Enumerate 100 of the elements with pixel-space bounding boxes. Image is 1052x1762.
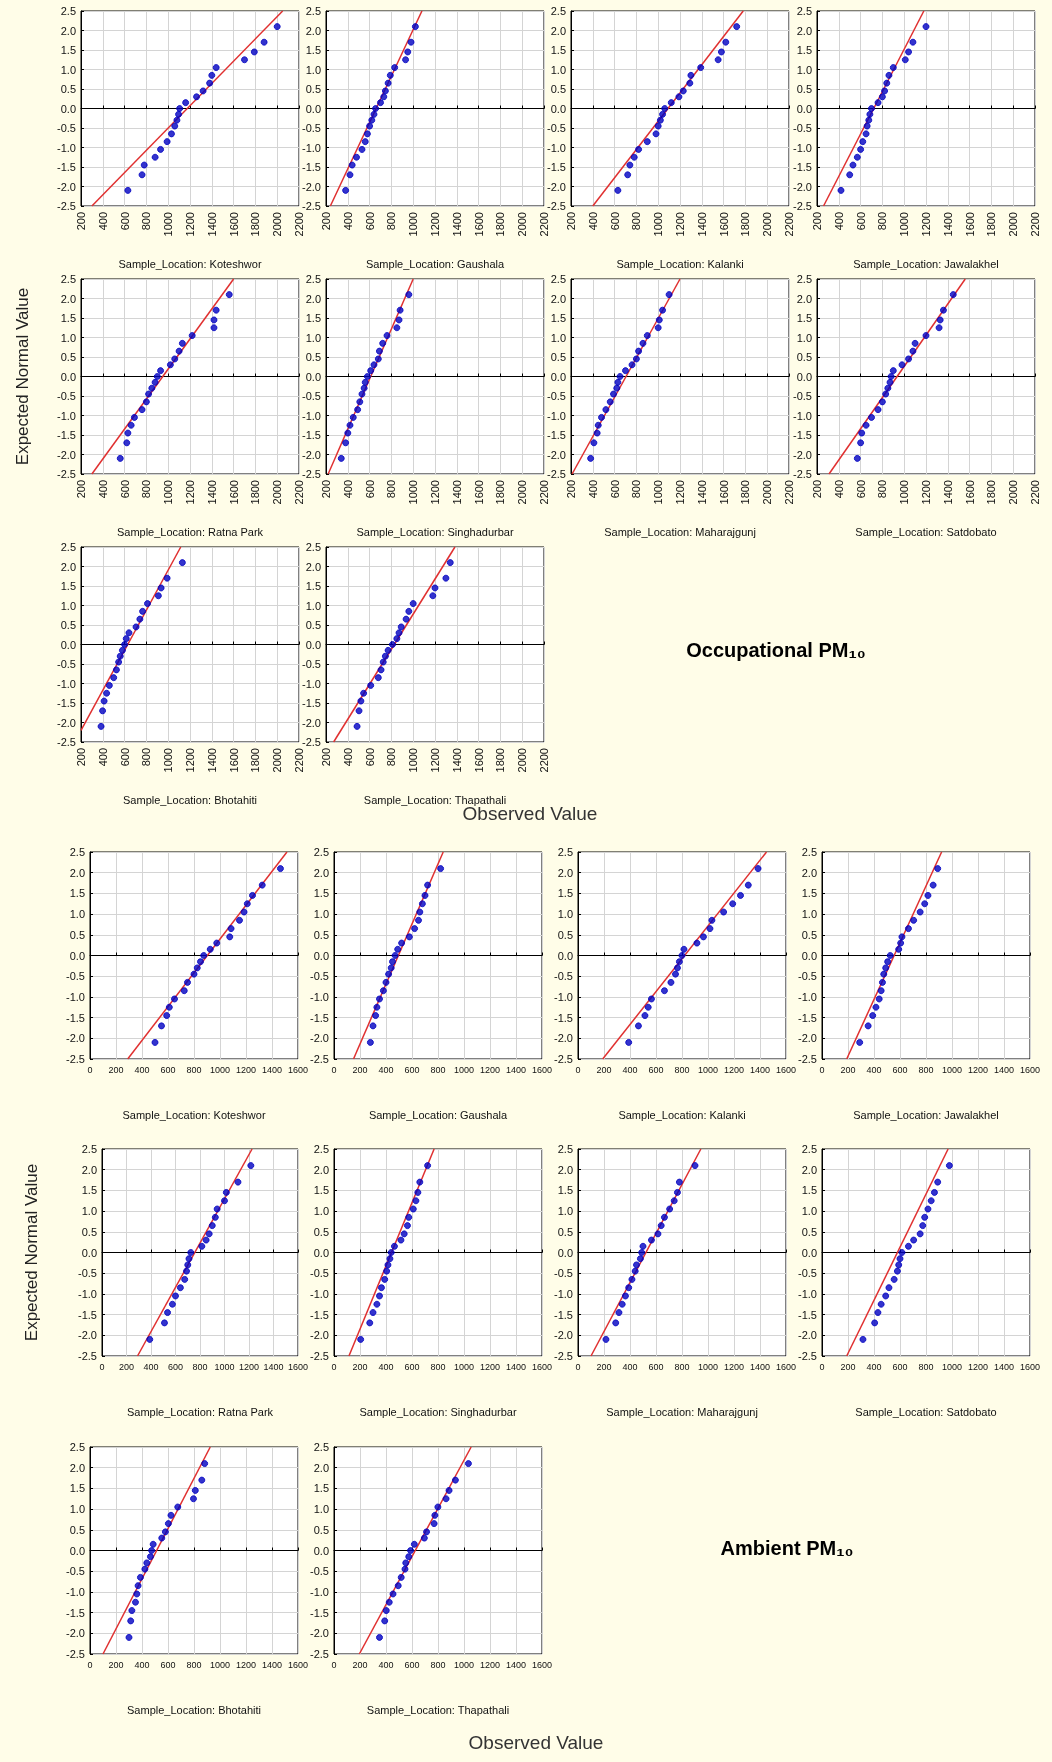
- y-tick-label: -1.5: [78, 1308, 97, 1321]
- y-tick-label: -2.0: [793, 180, 812, 193]
- x-tick-label: 0: [99, 1361, 105, 1372]
- x-tick-label: 1600: [227, 748, 240, 773]
- point: [176, 1284, 184, 1292]
- point: [160, 1319, 168, 1327]
- x-tick-label: 400: [586, 480, 599, 499]
- point: [874, 99, 882, 107]
- y-tick-label: 0.5: [69, 928, 85, 941]
- y-tick-label: -1.0: [798, 1287, 817, 1300]
- y-tick-label: 1.5: [796, 312, 812, 324]
- x-tick-label: 400: [622, 1361, 638, 1372]
- y-tick-label: -2.0: [547, 448, 566, 461]
- y-tick-label: 0.5: [305, 619, 321, 631]
- point: [717, 48, 725, 56]
- y-tick-label: 2.0: [796, 24, 812, 37]
- x-tick-label: 1200: [479, 1361, 501, 1372]
- y-tick-label: 0.5: [550, 351, 566, 363]
- y-axis-title: Expected Normal Value: [22, 1163, 41, 1342]
- point: [193, 964, 201, 972]
- point: [373, 1300, 381, 1308]
- y-tick-label: 0.5: [313, 928, 329, 941]
- x-tick-label: 1200: [184, 748, 196, 773]
- y-tick-label: 0.5: [60, 619, 76, 631]
- point: [127, 421, 135, 429]
- x-tick-label: 1000: [209, 1064, 231, 1075]
- y-tick-label: 1.5: [801, 1184, 817, 1197]
- y-tick-label: 2.0: [313, 866, 329, 879]
- x-axis-title: Sample_Location: Gaushala: [365, 257, 505, 270]
- point: [922, 23, 930, 31]
- point: [729, 900, 737, 908]
- point: [615, 1309, 623, 1317]
- x-tick-label: 0: [575, 1361, 581, 1372]
- point: [394, 1582, 402, 1590]
- point: [387, 1249, 395, 1256]
- point: [353, 722, 361, 730]
- y-tick-label: 1.0: [305, 331, 321, 344]
- x-tick-label: 1600: [531, 1659, 553, 1670]
- point: [733, 23, 741, 31]
- y-tick-label: -2.0: [793, 448, 812, 461]
- point: [853, 153, 861, 161]
- point: [626, 161, 634, 169]
- y-tick-label: 1.0: [60, 331, 76, 344]
- point: [949, 291, 957, 299]
- point: [358, 145, 366, 153]
- y-tick-label: 0.0: [60, 102, 76, 115]
- x-tick-label: 800: [140, 748, 153, 767]
- y-tick-label: 0.5: [801, 1225, 817, 1238]
- point: [921, 1213, 929, 1221]
- x-tick-label: 400: [96, 480, 109, 499]
- x-tick-label: 400: [622, 1064, 638, 1075]
- point: [857, 145, 865, 153]
- point: [112, 666, 120, 674]
- point: [367, 681, 375, 689]
- point: [877, 1300, 885, 1308]
- point: [202, 1236, 210, 1244]
- x-tick-label: 2200: [1029, 480, 1041, 505]
- x-tick-label: 1800: [249, 212, 262, 237]
- point: [670, 1197, 678, 1205]
- point: [405, 1213, 413, 1221]
- y-tick-label: 2.5: [69, 846, 85, 858]
- x-tick-label: 1800: [494, 748, 507, 773]
- x-tick-label: 800: [385, 212, 398, 231]
- point: [614, 186, 622, 194]
- y-tick-label: -2.0: [547, 180, 566, 193]
- y-tick-label: 1.0: [801, 1205, 817, 1218]
- point: [666, 1205, 674, 1213]
- point: [389, 1590, 397, 1598]
- y-tick-label: -1.0: [310, 1585, 329, 1598]
- y-tick-label: 2.0: [305, 292, 321, 305]
- point: [602, 406, 610, 414]
- y-tick-label: 2.0: [557, 1163, 573, 1176]
- y-tick-label: 0.5: [796, 83, 812, 95]
- x-tick-label: 2200: [538, 212, 550, 237]
- x-tick-label: 1000: [407, 212, 420, 237]
- point: [100, 697, 108, 705]
- point: [624, 171, 632, 179]
- x-tick-label: 200: [75, 748, 87, 767]
- point: [866, 110, 874, 118]
- point: [370, 361, 378, 369]
- point: [697, 64, 705, 72]
- point: [691, 1162, 699, 1170]
- point: [606, 398, 614, 406]
- x-tick-label: 2000: [761, 212, 774, 237]
- point: [643, 332, 651, 340]
- x-tick-label: 800: [140, 480, 153, 499]
- y-tick-label: -0.5: [310, 1565, 329, 1578]
- point: [672, 970, 679, 978]
- x-tick-label: 2000: [761, 480, 774, 505]
- point: [882, 1292, 890, 1300]
- x-tick-label: 1600: [531, 1064, 553, 1075]
- point: [189, 1495, 197, 1503]
- point: [416, 908, 424, 916]
- point: [342, 186, 350, 194]
- point: [276, 865, 284, 873]
- y-tick-label: -0.5: [302, 122, 321, 134]
- point: [635, 347, 643, 355]
- y-tick-label: -2.0: [310, 1627, 329, 1640]
- x-tick-label: 1800: [494, 480, 507, 505]
- point: [148, 384, 156, 392]
